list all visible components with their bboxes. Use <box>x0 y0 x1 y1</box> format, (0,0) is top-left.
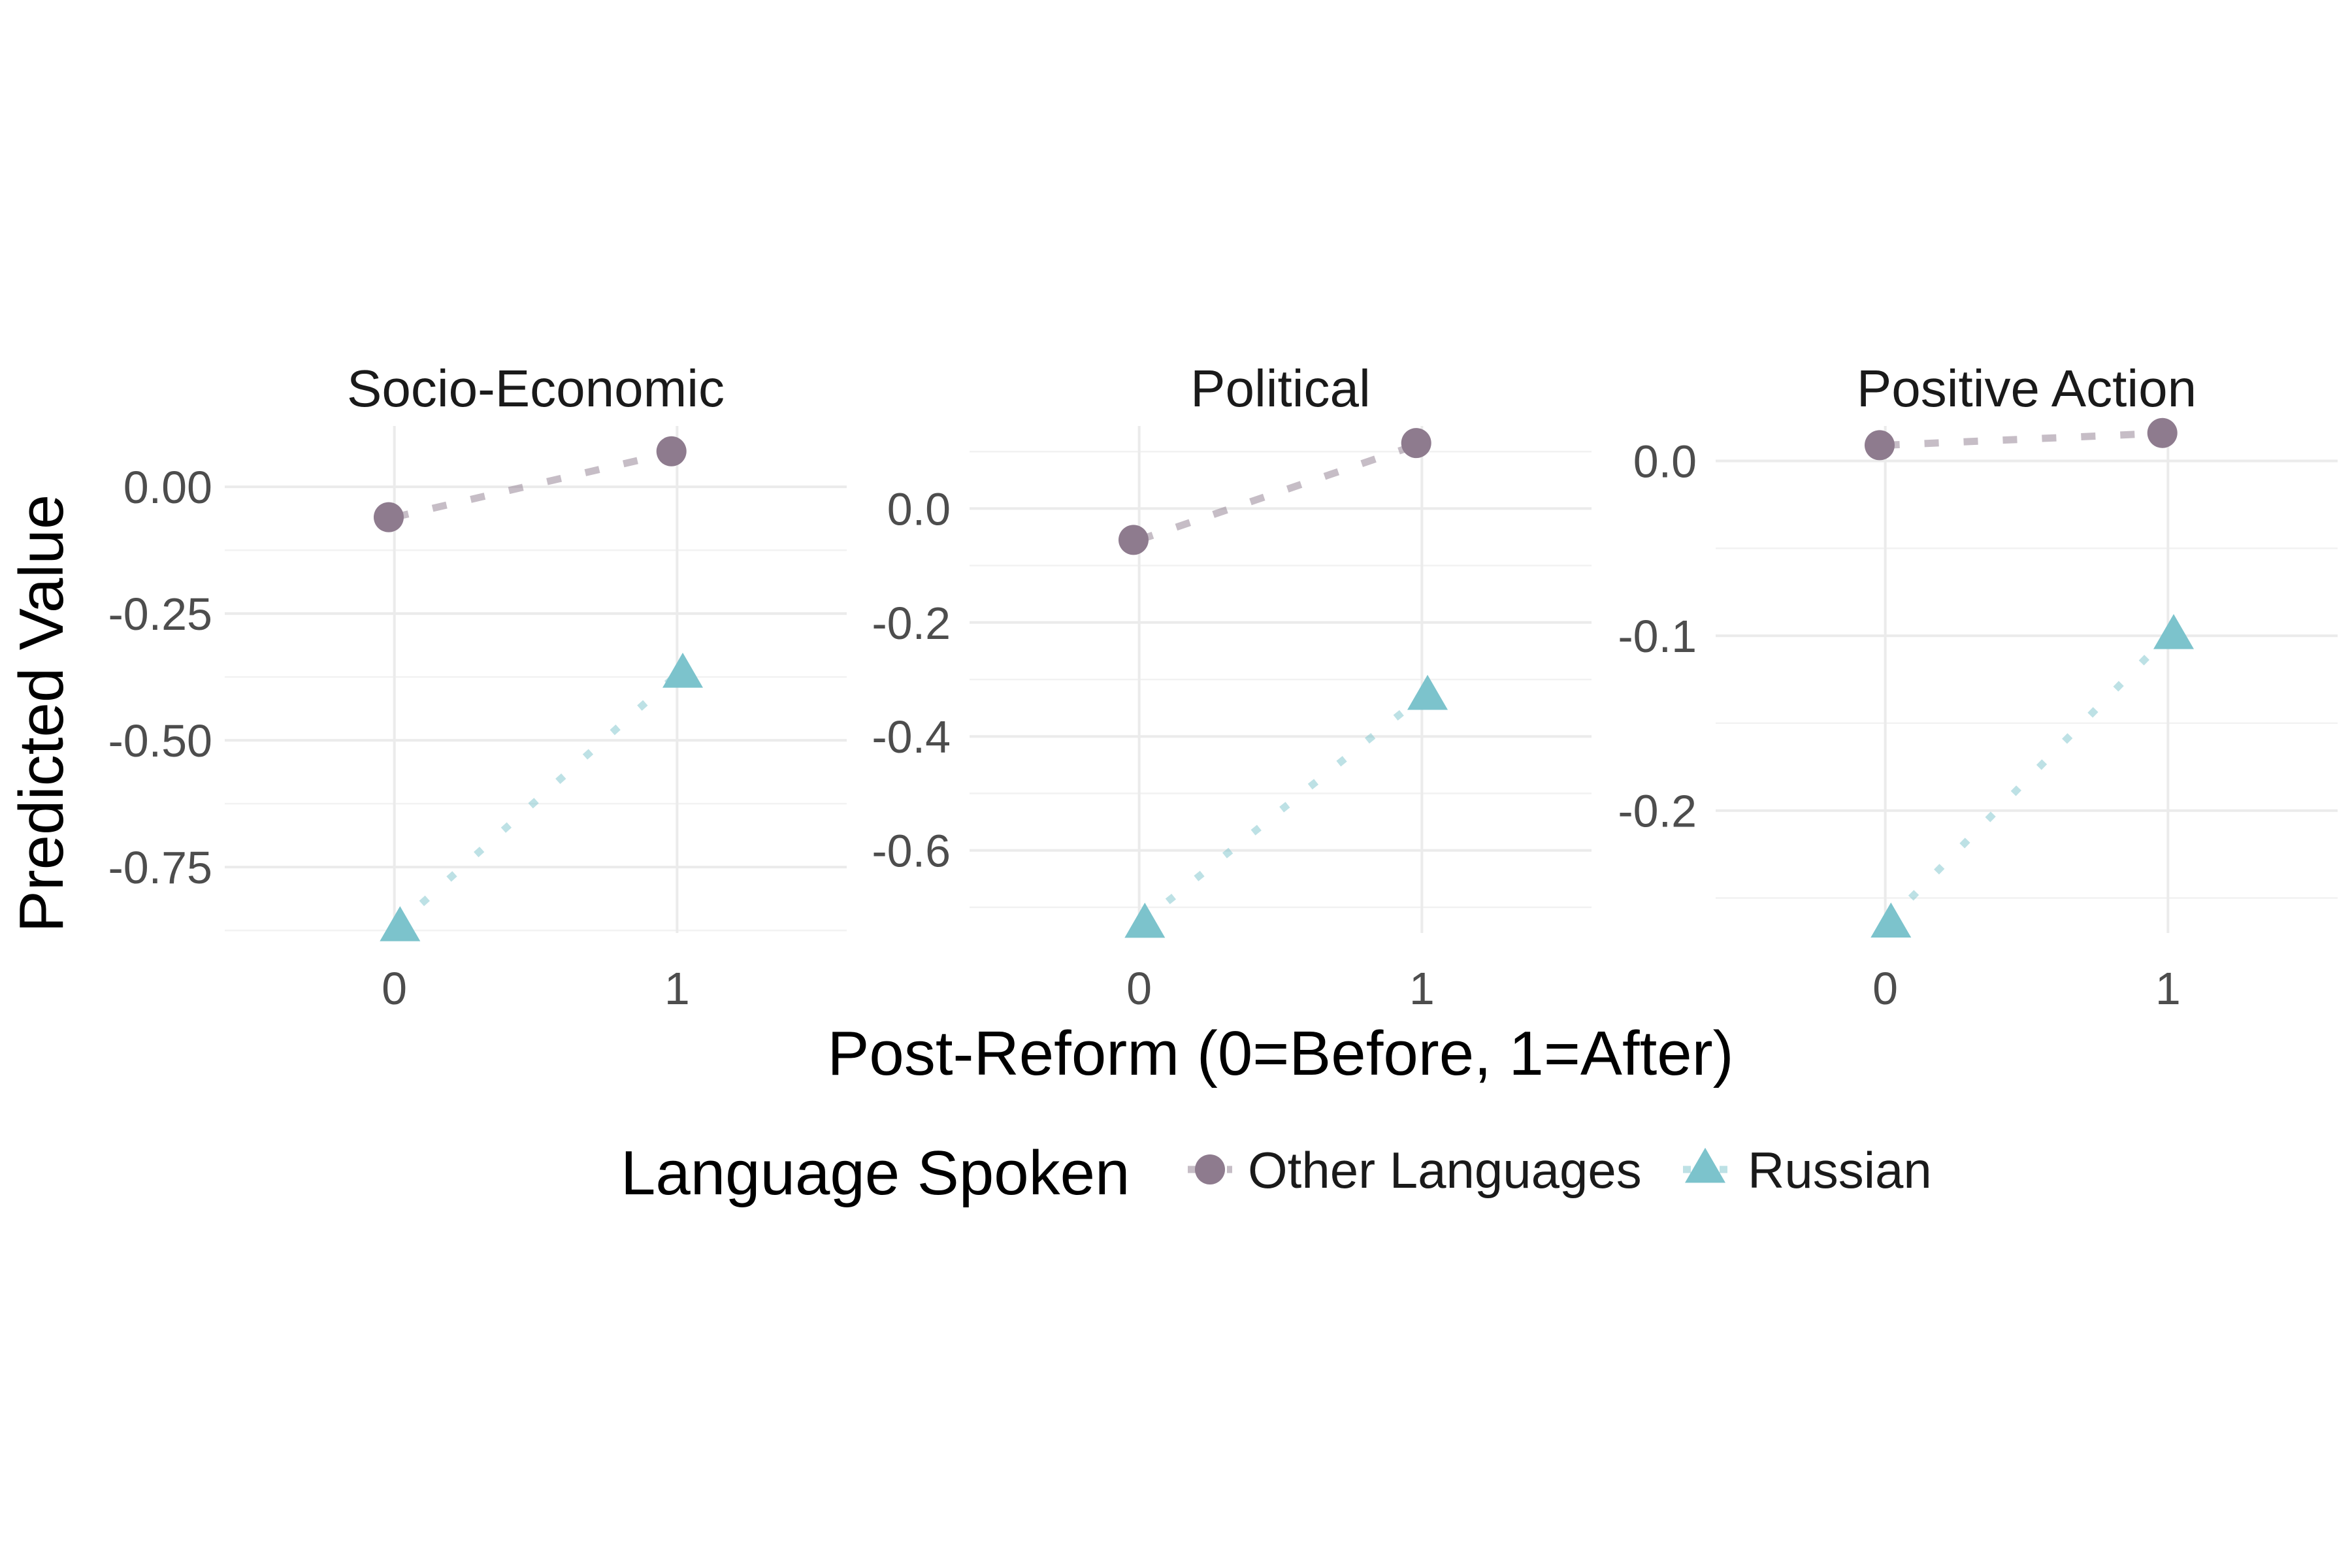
panel-title-positive-action: Positive Action <box>1857 359 2197 417</box>
panel-positive-action: 0.0 -0.1 -0.2 0 1 Positive Action <box>1618 359 2338 1014</box>
x-tick-label: 1 <box>664 963 690 1014</box>
x-tick-label: 0 <box>1872 963 1898 1014</box>
y-tick-label: -0.2 <box>872 598 951 649</box>
data-point-russian <box>1124 902 1166 938</box>
data-point-other-languages <box>1118 525 1149 555</box>
y-tick-label: 0.0 <box>1633 436 1697 487</box>
legend-key-triangle <box>1685 1147 1725 1183</box>
data-point-other-languages <box>656 436 687 466</box>
y-tick-label: -0.6 <box>872 826 951 877</box>
legend-entry-other-languages: Other Languages <box>1188 1141 1642 1199</box>
y-tick-label: 0.00 <box>123 462 212 513</box>
y-tick-label: -0.75 <box>108 842 212 893</box>
panel-title-socio-economic: Socio-Economic <box>347 359 725 417</box>
panel-title-political: Political <box>1190 359 1371 417</box>
legend-label: Other Languages <box>1248 1141 1642 1199</box>
x-tick-label: 1 <box>2155 963 2181 1014</box>
data-point-russian <box>2153 613 2195 649</box>
series-line-other-languages <box>1137 439 1424 544</box>
y-tick-label: -0.25 <box>108 589 212 640</box>
data-point-russian <box>1407 674 1448 710</box>
y-tick-label: -0.50 <box>108 715 212 766</box>
series-line-russian <box>391 672 680 931</box>
y-tick-label: -0.1 <box>1618 611 1697 662</box>
legend: Language Spoken Other Languages Russian <box>621 1138 1932 1208</box>
x-tick-label: 1 <box>1409 963 1435 1014</box>
x-axis-title: Post-Reform (0=Before, 1=After) <box>827 1019 1733 1088</box>
legend-key-circle <box>1195 1154 1225 1184</box>
y-axis-title: Predicted Value <box>7 495 76 933</box>
y-tick-label: -0.2 <box>1618 786 1697 837</box>
data-point-other-languages <box>1864 430 1895 461</box>
data-point-russian <box>1870 902 1912 938</box>
series-line-russian <box>1882 633 2171 927</box>
x-tick-label: 0 <box>382 963 407 1014</box>
data-point-other-languages <box>1401 428 1431 459</box>
data-point-other-languages <box>373 502 404 532</box>
series-line-other-languages <box>1885 429 2168 449</box>
data-point-other-languages <box>2147 417 2178 448</box>
legend-entry-russian: Russian <box>1683 1141 1932 1199</box>
panel-political: 0.0 -0.2 -0.4 -0.6 0 1 Political <box>872 359 1592 1014</box>
series-line-other-languages <box>393 448 678 521</box>
y-tick-label: -0.4 <box>872 711 951 762</box>
x-tick-label: 0 <box>1126 963 1152 1014</box>
series-line-russian <box>1137 693 1424 928</box>
legend-title: Language Spoken <box>621 1138 1130 1208</box>
panel-socio-economic: 0.00 -0.25 -0.50 -0.75 0 1 Socio-Economic <box>108 359 847 1014</box>
y-tick-label: 0.0 <box>887 483 951 534</box>
data-point-russian <box>380 906 421 941</box>
panels-layer: 0.00-0.25-0.50-0.750 1Socio-Economic0.0-0… <box>108 359 2338 1014</box>
legend-label: Russian <box>1748 1141 1932 1199</box>
data-point-russian <box>662 652 704 688</box>
